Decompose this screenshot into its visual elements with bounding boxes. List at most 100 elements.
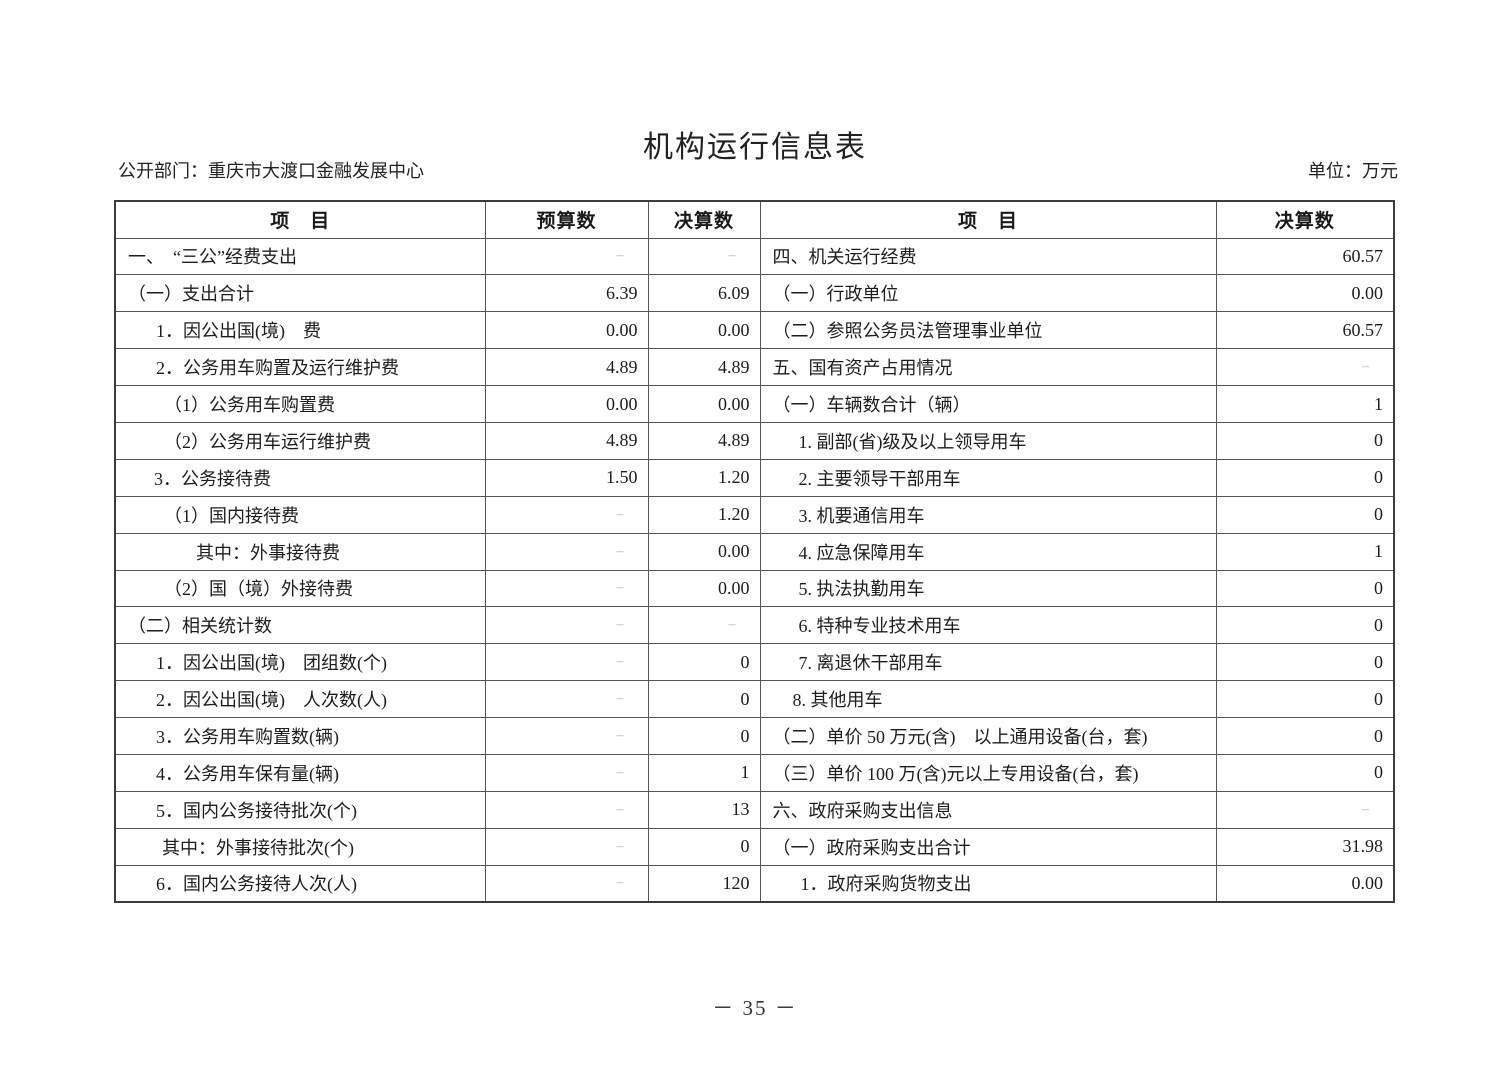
budget-value: – bbox=[484, 643, 649, 682]
item-label-left: 3．公务接待费 bbox=[114, 458, 486, 497]
item-label-right: 四、机关运行经费 bbox=[759, 237, 1217, 276]
item-label-right: 1．政府采购货物支出 bbox=[759, 864, 1217, 903]
table-row: 3．公务接待费 1.50 1.20 2. 主要领导干部用车 0 bbox=[114, 458, 1395, 497]
final-value-right: 0 bbox=[1215, 753, 1395, 792]
item-label-right: （一）行政单位 bbox=[759, 274, 1217, 313]
item-label-left: 4．公务用车保有量(辆) bbox=[114, 753, 486, 792]
final-value-right: 31.98 bbox=[1215, 827, 1395, 866]
final-value-left: 0 bbox=[647, 680, 761, 719]
table-row: 2．因公出国(境) 人次数(人) –0 8. 其他用车 0 bbox=[114, 680, 1395, 719]
final-value-right: 0 bbox=[1215, 680, 1395, 719]
item-label-left: （1）国内接待费 bbox=[114, 495, 486, 534]
page-title: 机构运行信息表 bbox=[643, 131, 867, 164]
budget-value: – bbox=[484, 569, 649, 608]
budget-value: – bbox=[484, 680, 649, 719]
item-label-right: 五、国有资产占用情况 bbox=[759, 348, 1217, 387]
item-label-right: 7. 离退休干部用车 bbox=[759, 643, 1217, 682]
budget-value: – bbox=[484, 532, 649, 571]
header-item-left: 项 目 bbox=[114, 200, 486, 239]
item-label-left: （1）公务用车购置费 bbox=[114, 385, 486, 423]
header-row: 项 目 预算数 决算数 项 目 决算数 bbox=[114, 200, 1395, 239]
table-row: （1）公务用车购置费 0.00 0.00 （一）车辆数合计（辆） 1 bbox=[114, 385, 1395, 423]
item-label-left: 5．国内公务接待批次(个) bbox=[114, 790, 486, 829]
final-value-left: – bbox=[647, 237, 761, 276]
table-row: 4．公务用车保有量(辆) –1 （三）单价 100 万(含)元以上专用设备(台，套)… bbox=[114, 753, 1395, 792]
final-value-right: 1 bbox=[1215, 532, 1395, 571]
header-budget: 预算数 bbox=[484, 200, 649, 239]
final-value-right: 60.57 bbox=[1215, 237, 1395, 276]
item-label-right: 3. 机要通信用车 bbox=[759, 495, 1217, 534]
item-label-left: 一、 “三公”经费支出 bbox=[114, 237, 486, 276]
item-label-right: 2. 主要领导干部用车 bbox=[759, 458, 1217, 497]
final-value-right: 0 bbox=[1215, 643, 1395, 682]
final-value-left: 6.09 bbox=[647, 274, 761, 313]
budget-value: 6.39 bbox=[484, 274, 649, 313]
final-value-left: 1 bbox=[647, 753, 761, 792]
final-value-right: 0 bbox=[1215, 495, 1395, 534]
item-label-right: （二）参照公务员法管理事业单位 bbox=[759, 311, 1217, 350]
final-value-left: 1.20 bbox=[647, 458, 761, 497]
final-value-left: 0 bbox=[647, 643, 761, 682]
table-row: 2．公务用车购置及运行维护费 4.89 4.89 五、国有资产占用情况 – bbox=[114, 348, 1395, 387]
item-label-right: 1. 副部(省)级及以上领导用车 bbox=[759, 421, 1217, 460]
table-row: （一）支出合计 6.39 6.09 （一）行政单位 0.00 bbox=[114, 274, 1395, 313]
table-row: 其中：外事接待费 –0.00 4. 应急保障用车 1 bbox=[114, 532, 1395, 571]
item-label-right: （一）车辆数合计（辆） bbox=[759, 385, 1217, 423]
item-label-right: （三）单价 100 万(含)元以上专用设备(台，套) bbox=[759, 753, 1217, 792]
table-row: 1．因公出国(境) 团组数(个) –0 7. 离退休干部用车 0 bbox=[114, 643, 1395, 682]
final-value-right: 1 bbox=[1215, 385, 1395, 423]
item-label-left: （2）国（境）外接待费 bbox=[114, 569, 486, 608]
table-row: （二）相关统计数 – –6. 特种专业技术用车 0 bbox=[114, 606, 1395, 645]
item-label-left: 6．国内公务接待人次(人) bbox=[114, 864, 486, 903]
item-label-right: 4. 应急保障用车 bbox=[759, 532, 1217, 571]
table-row: 1．因公出国(境) 费 0.00 0.00 （二）参照公务员法管理事业单位 60.57 bbox=[114, 311, 1395, 350]
department-label: 公开部门：重庆市大渡口金融发展中心 bbox=[118, 161, 424, 181]
table-row: 一、 “三公”经费支出 – – 四、机关运行经费 60.57 bbox=[114, 237, 1395, 276]
table-row: 6．国内公务接待人次(人) –120 1．政府采购货物支出 0.00 bbox=[114, 864, 1395, 903]
budget-value: – bbox=[484, 790, 649, 829]
final-value-right: 0.00 bbox=[1215, 864, 1395, 903]
final-value-right: 0 bbox=[1215, 458, 1395, 497]
item-label-right: 六、政府采购支出信息 bbox=[759, 790, 1217, 829]
final-value-left: 0 bbox=[647, 827, 761, 866]
table-row: 其中：外事接待批次(个) –0 （一）政府采购支出合计 31.98 bbox=[114, 827, 1395, 866]
final-value-left: 0 bbox=[647, 717, 761, 755]
final-value-left: 0.00 bbox=[647, 311, 761, 350]
header-final-right: 决算数 bbox=[1215, 200, 1395, 239]
item-label-left: 3．公务用车购置数(辆) bbox=[114, 717, 486, 755]
final-value-left: 4.89 bbox=[647, 421, 761, 460]
budget-value: – bbox=[484, 495, 649, 534]
budget-value: 1.50 bbox=[484, 458, 649, 497]
final-value-left: 13 bbox=[647, 790, 761, 829]
budget-value: – bbox=[484, 827, 649, 866]
item-label-left: 2．公务用车购置及运行维护费 bbox=[114, 348, 486, 387]
table-row: 3．公务用车购置数(辆) –0 （二）单价 50 万元(含) 以上通用设备(台，套)… bbox=[114, 717, 1395, 755]
final-value-right: 0.00 bbox=[1215, 274, 1395, 313]
final-value-right: 0 bbox=[1215, 606, 1395, 645]
header-item-right: 项 目 bbox=[759, 200, 1217, 239]
item-label-right: （一）政府采购支出合计 bbox=[759, 827, 1217, 866]
item-label-right: 5. 执法执勤用车 bbox=[759, 569, 1217, 608]
table-row: （2）国（境）外接待费 –0.00 5. 执法执勤用车 0 bbox=[114, 569, 1395, 608]
final-value-left: 0.00 bbox=[647, 532, 761, 571]
budget-value: – bbox=[484, 606, 649, 645]
final-value-left: 4.89 bbox=[647, 348, 761, 387]
table-row: （1）国内接待费 –1.20 3. 机要通信用车 0 bbox=[114, 495, 1395, 534]
budget-value: 4.89 bbox=[484, 421, 649, 460]
table-body: 一、 “三公”经费支出 – – 四、机关运行经费 60.57 （一）支出合计 6.39 6.0… bbox=[114, 237, 1395, 903]
budget-value: – bbox=[484, 237, 649, 276]
item-label-left: 1．因公出国(境) 费 bbox=[114, 311, 486, 350]
budget-value: 4.89 bbox=[484, 348, 649, 387]
item-label-left: 1．因公出国(境) 团组数(个) bbox=[114, 643, 486, 682]
final-value-right: 0 bbox=[1215, 421, 1395, 460]
item-label-right: 8. 其他用车 bbox=[759, 680, 1217, 719]
info-table: 项 目 预算数 决算数 项 目 决算数 一、 “三公”经费支出 – – 四、机关运行经… bbox=[114, 200, 1395, 904]
budget-value: 0.00 bbox=[484, 385, 649, 423]
final-value-left: 0.00 bbox=[647, 569, 761, 608]
budget-value: – bbox=[484, 717, 649, 755]
final-value-right: – bbox=[1215, 348, 1395, 387]
budget-value: 0.00 bbox=[484, 311, 649, 350]
final-value-right: 0 bbox=[1215, 569, 1395, 608]
final-value-right: 0 bbox=[1215, 717, 1395, 755]
final-value-left: – bbox=[647, 606, 761, 645]
